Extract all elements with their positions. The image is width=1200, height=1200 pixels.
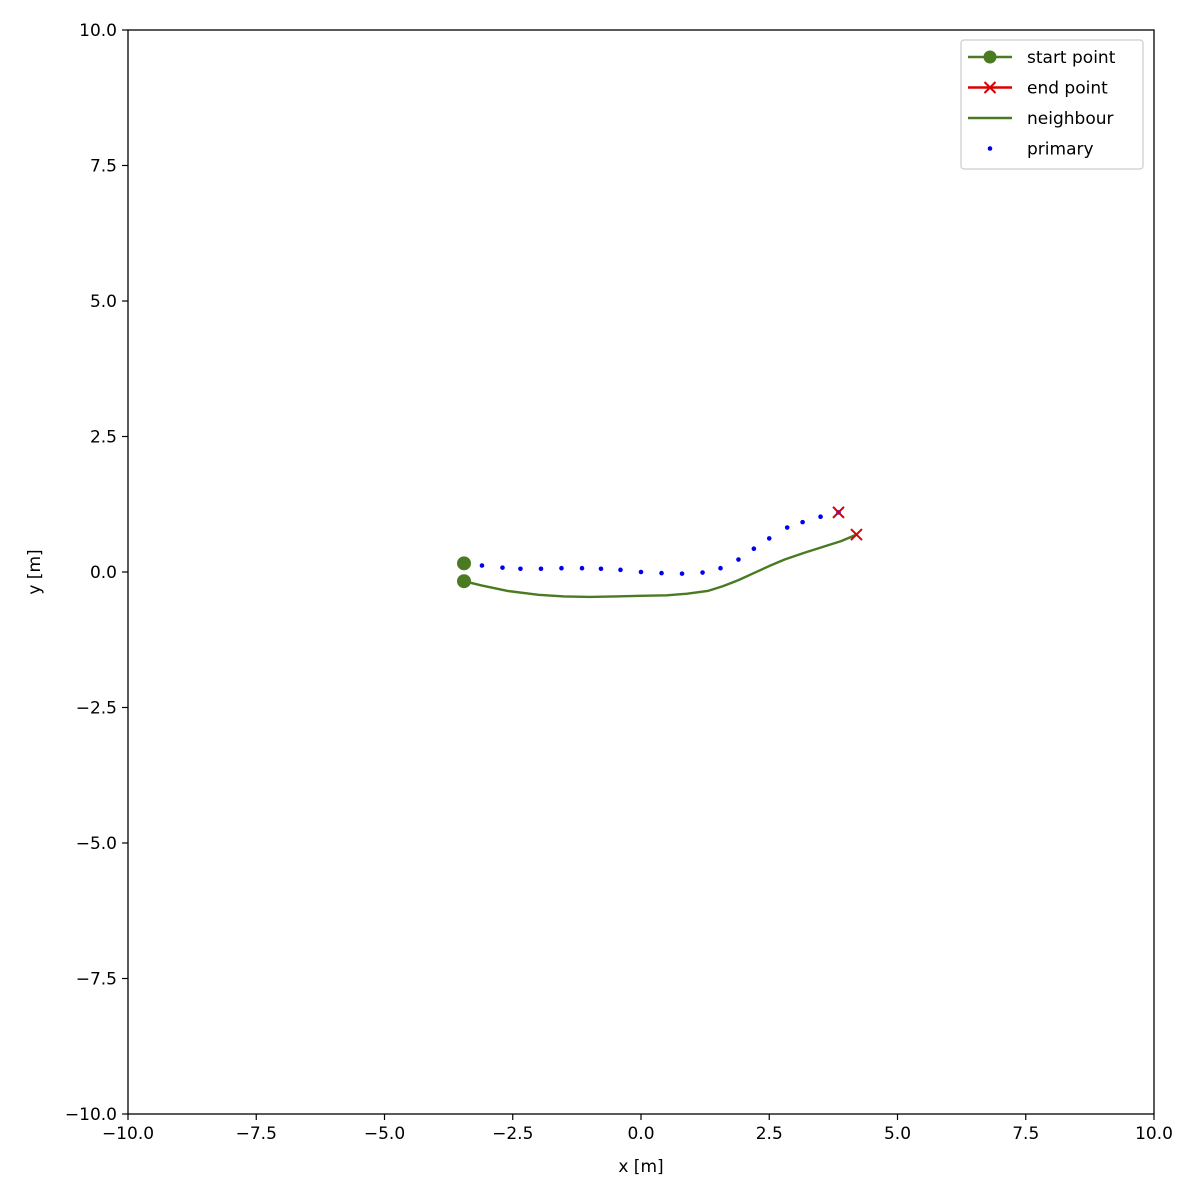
y-axis-ticks: −10.0 −7.5 −5.0 −2.5 0.0 2.5 5.0 7.5 10.0 [65, 21, 128, 1125]
legend-item-primary: primary [987, 140, 1094, 160]
point-primary [818, 514, 823, 520]
y-tick-label: −10.0 [65, 1105, 117, 1125]
point-primary [500, 565, 505, 570]
point-primary [659, 570, 664, 576]
y-tick-label: −2.5 [76, 699, 117, 719]
end-point-marker [832, 506, 845, 519]
legend-item-neighbour: neighbour [968, 109, 1113, 129]
point-primary [598, 566, 604, 572]
x-tick-label: 7.5 [1012, 1124, 1039, 1144]
legend-marker [983, 50, 997, 64]
y-tick-label: −5.0 [76, 834, 117, 854]
point-primary [784, 525, 790, 530]
point-primary [679, 571, 685, 576]
markers-layer [457, 506, 863, 589]
point-primary [538, 566, 544, 572]
y-axis-label: y [m] [25, 549, 45, 594]
series-layer [461, 510, 857, 599]
legend-item-start-point: start point [968, 48, 1116, 68]
legend-label: neighbour [1027, 109, 1113, 129]
x-axis-label: x [m] [618, 1157, 663, 1177]
y-tick-label: 5.0 [90, 292, 117, 312]
y-tick-label: 7.5 [90, 157, 117, 177]
x-tick-label: 2.5 [756, 1124, 783, 1144]
x-tick-label: 10.0 [1135, 1124, 1173, 1144]
legend-label: start point [1027, 48, 1116, 68]
legend-label: primary [1027, 140, 1094, 160]
point-primary [718, 565, 723, 571]
point-primary [479, 563, 485, 568]
x-tick-label: 0.0 [627, 1124, 654, 1144]
point-primary [579, 565, 585, 571]
y-tick-label: −7.5 [76, 970, 117, 990]
start-point-marker [457, 574, 472, 589]
legend-item-end-point: end point [968, 79, 1108, 99]
x-tick-label: −2.5 [492, 1124, 533, 1144]
series-primary [461, 510, 841, 576]
legend-box [960, 39, 1144, 170]
legend-marker [983, 81, 997, 94]
point-primary [766, 536, 772, 541]
y-tick-label: 0.0 [90, 563, 117, 583]
start-point-marker [457, 556, 472, 571]
legend: start point end point neighbour primary [960, 39, 1144, 170]
point-primary [751, 546, 757, 551]
end-point-marker [850, 528, 863, 541]
x-tick-label: −10.0 [102, 1124, 154, 1144]
x-tick-label: −7.5 [236, 1124, 277, 1144]
point-primary [518, 566, 523, 572]
x-axis-ticks: −10.0 −7.5 −5.0 −2.5 0.0 2.5 5.0 7.5 10.0 [102, 1114, 1173, 1144]
y-tick-label: 10.0 [79, 21, 117, 41]
point-primary [559, 565, 564, 571]
legend-label: end point [1027, 79, 1108, 99]
y-tick-label: 2.5 [90, 428, 117, 448]
point-primary [618, 567, 623, 573]
x-tick-label: 5.0 [884, 1124, 911, 1144]
series-neighbour [463, 533, 857, 599]
point-primary [736, 557, 741, 562]
x-tick-label: −5.0 [364, 1124, 405, 1144]
point-primary [638, 569, 644, 575]
point-primary [700, 570, 705, 575]
point-primary [800, 519, 805, 525]
legend-marker [987, 146, 993, 151]
